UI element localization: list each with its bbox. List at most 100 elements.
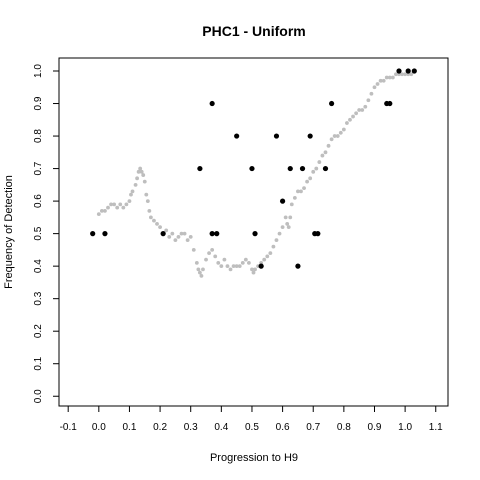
data-point bbox=[394, 72, 398, 77]
x-tick-label: 0.5 bbox=[245, 422, 259, 433]
data-point bbox=[145, 199, 150, 204]
data-point bbox=[280, 225, 285, 230]
data-point bbox=[185, 238, 190, 243]
data-point bbox=[323, 150, 328, 155]
data-point bbox=[335, 134, 340, 138]
data-point bbox=[357, 108, 362, 112]
data-point bbox=[135, 176, 140, 181]
data-point bbox=[292, 195, 297, 200]
data-point bbox=[273, 133, 280, 139]
chart-title: PHC1 - Uniform bbox=[202, 23, 305, 39]
data-point bbox=[170, 231, 175, 236]
data-point bbox=[296, 189, 300, 194]
data-point bbox=[136, 169, 141, 174]
data-point bbox=[338, 130, 343, 135]
data-point bbox=[90, 231, 96, 237]
data-point bbox=[403, 72, 408, 77]
data-point bbox=[308, 176, 313, 181]
data-point bbox=[138, 166, 143, 171]
data-point bbox=[197, 165, 203, 172]
data-point bbox=[234, 133, 240, 139]
data-point bbox=[262, 257, 267, 262]
data-point bbox=[317, 160, 322, 164]
y-tick-label: 0.5 bbox=[33, 226, 44, 240]
plot-frame bbox=[58, 57, 449, 407]
data-point bbox=[191, 247, 196, 252]
x-axis-label: Progression to H9 bbox=[210, 452, 298, 464]
data-point bbox=[396, 68, 402, 74]
data-point bbox=[210, 247, 215, 252]
data-point bbox=[253, 267, 257, 272]
data-point bbox=[299, 165, 306, 172]
data-point bbox=[315, 231, 321, 237]
data-point bbox=[176, 234, 181, 239]
data-point bbox=[274, 238, 279, 243]
data-point bbox=[302, 186, 306, 190]
data-point bbox=[289, 202, 294, 207]
data-point bbox=[182, 231, 187, 236]
data-point bbox=[258, 263, 264, 269]
data-point bbox=[199, 274, 204, 278]
x-tick-label: 0.2 bbox=[153, 422, 167, 433]
data-point bbox=[405, 68, 411, 74]
data-point bbox=[341, 127, 346, 132]
data-point bbox=[387, 100, 393, 107]
data-point bbox=[216, 260, 221, 265]
y-tick-label: 0.7 bbox=[33, 161, 44, 175]
data-point bbox=[167, 234, 172, 239]
black-series bbox=[90, 68, 417, 269]
data-point bbox=[252, 231, 258, 237]
data-point bbox=[348, 117, 352, 122]
data-point bbox=[250, 267, 254, 272]
data-point bbox=[147, 208, 152, 213]
data-point bbox=[381, 78, 386, 83]
y-tick-label: 0.4 bbox=[33, 259, 44, 273]
y-tick-label: 0.6 bbox=[33, 194, 44, 208]
data-point bbox=[311, 169, 316, 174]
data-point bbox=[307, 133, 313, 139]
data-point bbox=[194, 260, 199, 265]
data-point bbox=[196, 267, 201, 272]
data-point bbox=[409, 72, 414, 77]
data-point bbox=[129, 192, 133, 197]
data-point bbox=[247, 260, 251, 265]
data-point bbox=[115, 205, 120, 210]
x-tick-label: -0.1 bbox=[60, 422, 78, 433]
data-point bbox=[142, 179, 147, 184]
data-point bbox=[277, 231, 282, 236]
data-point bbox=[345, 121, 349, 125]
data-point bbox=[366, 98, 371, 103]
data-point bbox=[322, 165, 329, 172]
data-point bbox=[112, 202, 117, 207]
x-tick-label: 0.1 bbox=[122, 422, 136, 433]
data-point bbox=[173, 238, 178, 243]
data-point bbox=[164, 228, 169, 233]
data-point bbox=[127, 199, 132, 204]
y-tick-label: 0.0 bbox=[33, 389, 44, 403]
data-point bbox=[96, 212, 101, 217]
data-point bbox=[155, 221, 159, 226]
data-point bbox=[375, 82, 380, 86]
data-point bbox=[354, 111, 359, 116]
y-tick-label: 0.3 bbox=[33, 291, 44, 305]
data-point bbox=[378, 78, 383, 83]
data-point bbox=[329, 137, 334, 142]
data-point bbox=[237, 264, 242, 269]
data-point bbox=[222, 257, 227, 262]
data-point bbox=[219, 264, 224, 269]
data-point bbox=[207, 251, 211, 256]
data-point bbox=[305, 179, 310, 184]
y-axis: 0.0 0.1 0.2 0.3 0.4 0.5 0.6 0.7 0.8 0.9 1.0 bbox=[33, 64, 59, 403]
data-point bbox=[121, 205, 126, 210]
x-tick-label: 0.9 bbox=[368, 422, 382, 433]
data-point bbox=[204, 257, 208, 262]
data-point bbox=[179, 231, 184, 236]
data-point bbox=[228, 267, 233, 272]
data-point bbox=[160, 231, 166, 237]
data-point bbox=[268, 251, 273, 256]
y-tick-label: 0.1 bbox=[33, 356, 44, 370]
data-point bbox=[384, 75, 389, 80]
data-point bbox=[141, 173, 146, 177]
x-tick-label: 0.3 bbox=[184, 422, 198, 433]
data-point bbox=[103, 208, 107, 213]
